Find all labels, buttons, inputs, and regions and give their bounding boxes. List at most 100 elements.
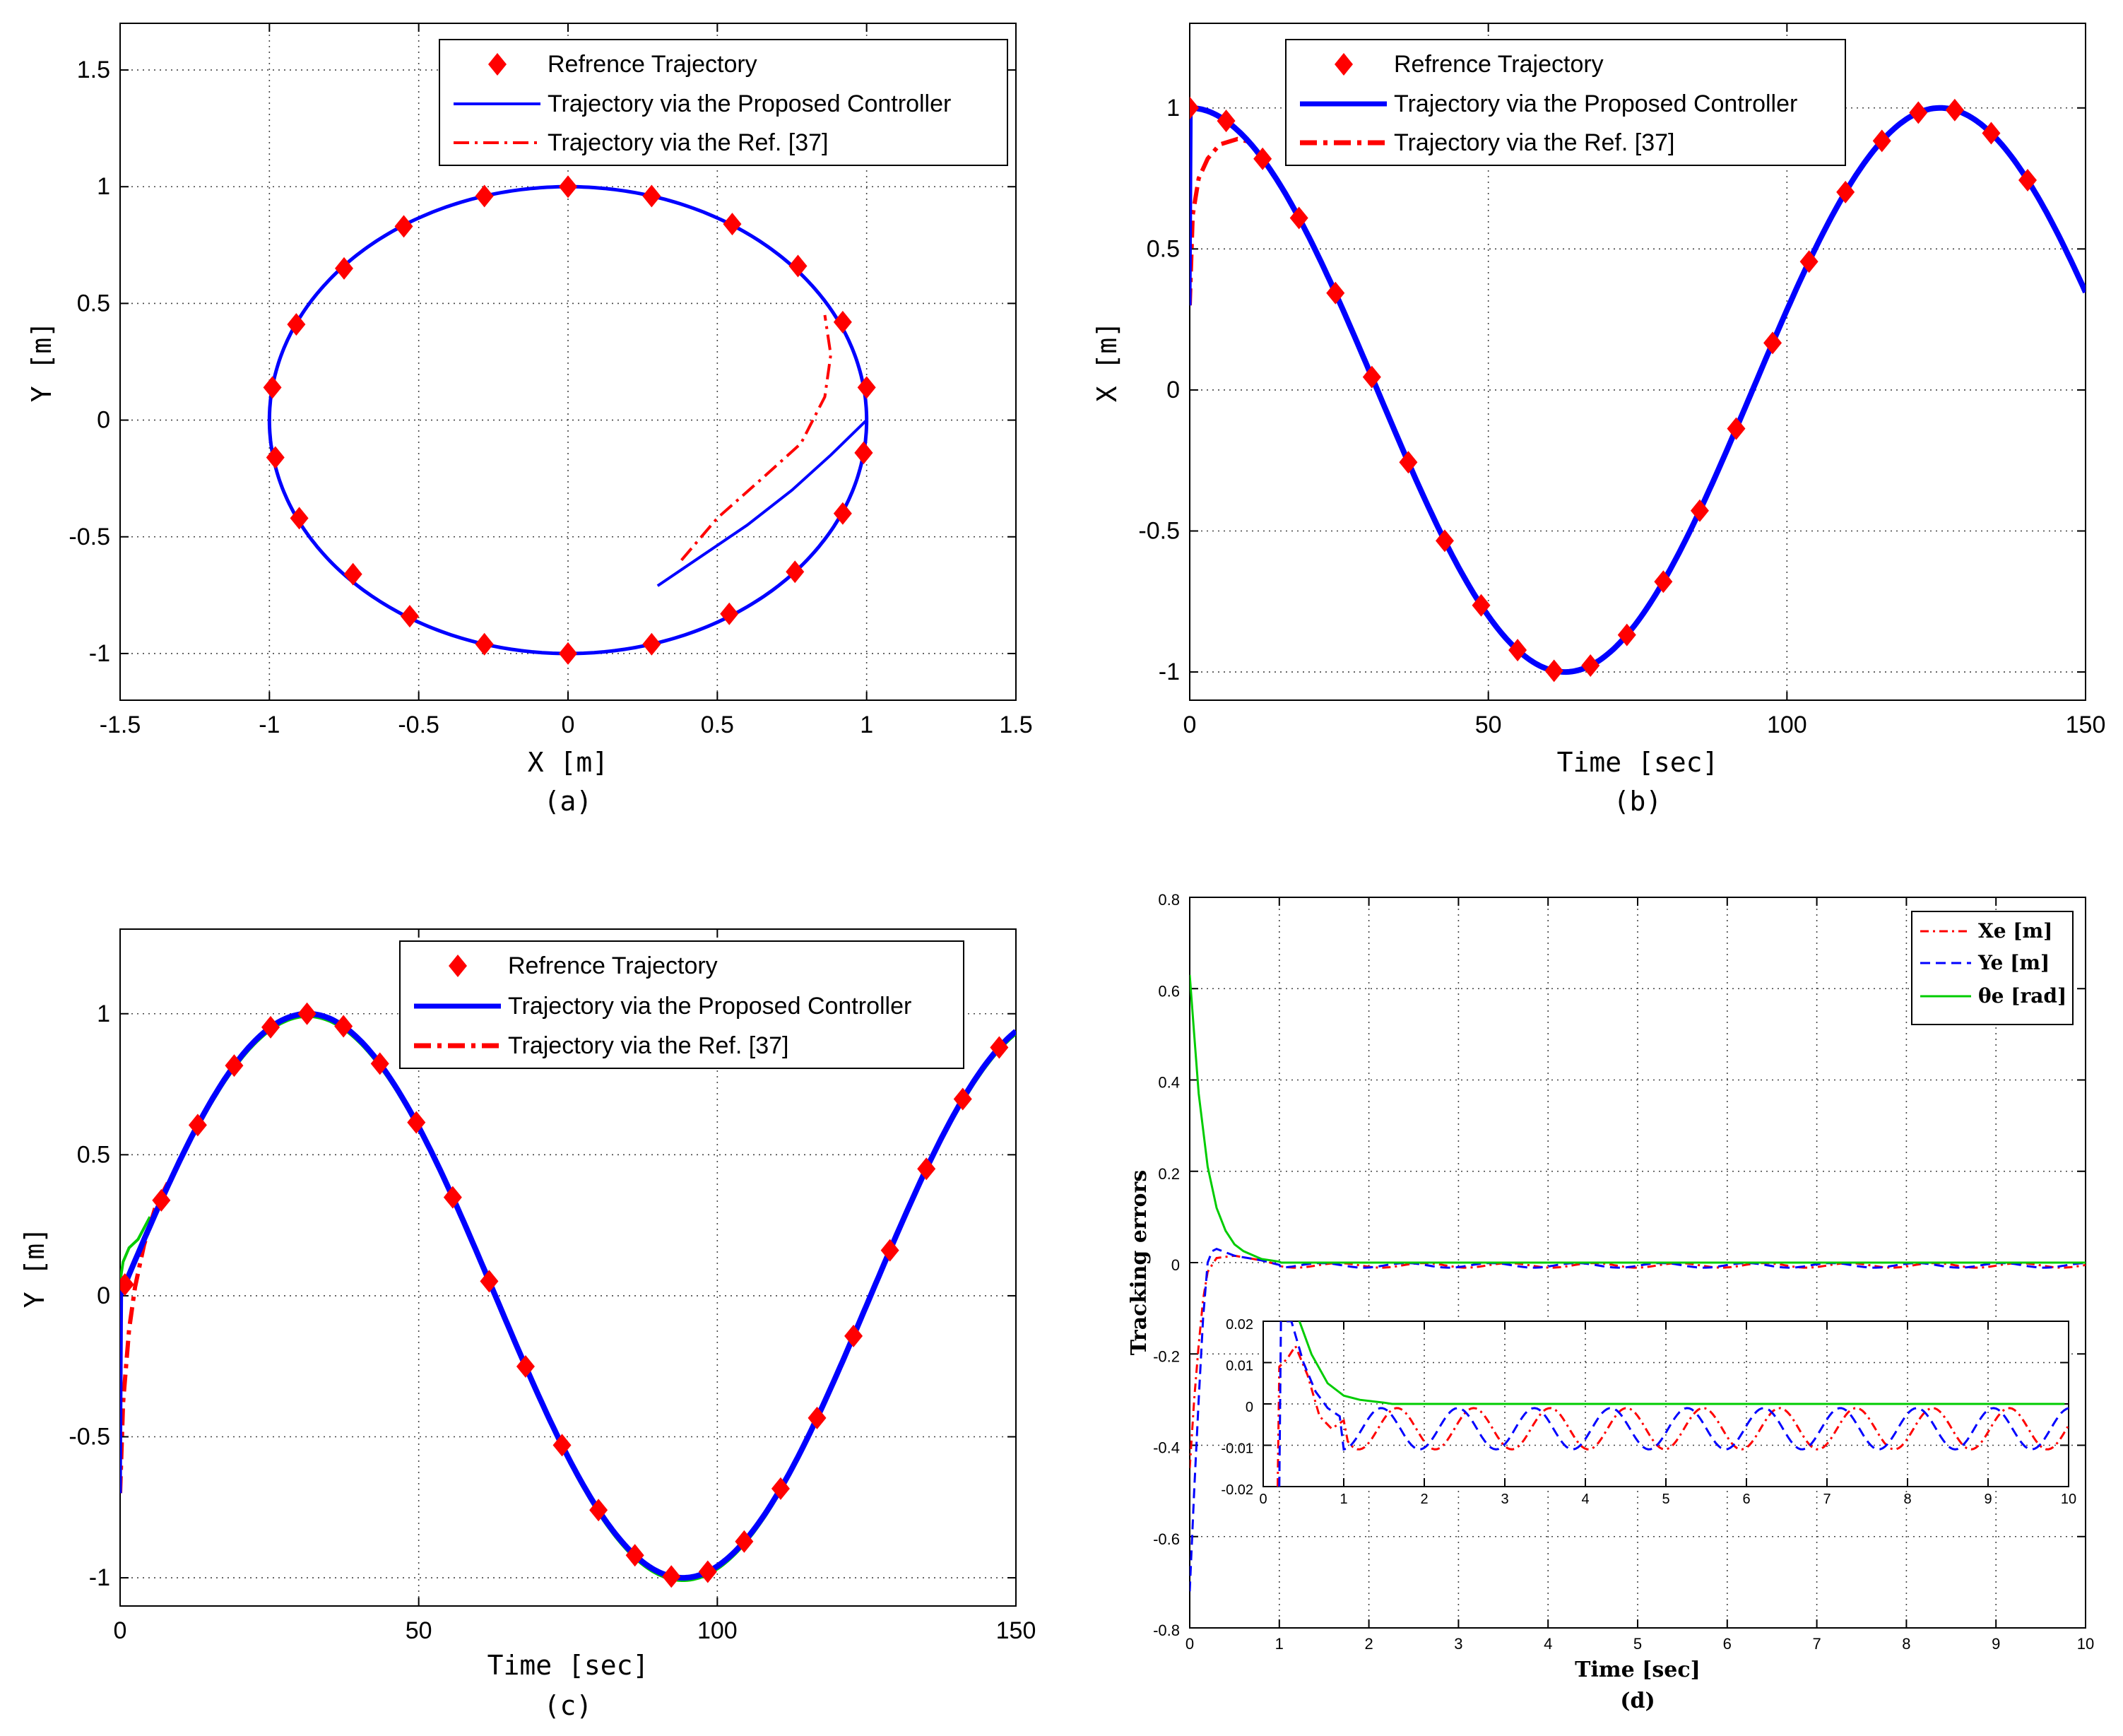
tick-label-x: 8 [1902, 1635, 1910, 1653]
ylabel-c: Y [m] [19, 1227, 50, 1308]
reference-marker [833, 310, 852, 333]
ref37-transient-line [120, 1181, 170, 1494]
reference-marker [1654, 570, 1673, 594]
reference-marker [854, 441, 873, 464]
reference-marker [1982, 122, 2001, 145]
series-ref37-a [680, 314, 832, 562]
tick-label-x: 150 [996, 1617, 1036, 1644]
series-ref37-b [1190, 136, 1250, 306]
tick-label-x: 9 [1992, 1635, 2000, 1653]
ref37-transient-line [1190, 136, 1250, 306]
tick-label-x: 0 [114, 1617, 127, 1644]
legend-b-label-3: Trajectory via the Ref. [37] [1394, 129, 1674, 156]
ylabel-d: Tracking errors [1127, 1170, 1152, 1355]
tick-label-y: -0.8 [1153, 1622, 1180, 1639]
xlabel-c: Time [sec] [487, 1650, 649, 1681]
reference-marker [225, 1054, 244, 1077]
tick-label-y: 0 [1166, 377, 1180, 403]
panel-b: 0 50 100 150 -1 -0.5 0 0.5 1 Time [sec] X [m] (b… [1092, 23, 2105, 817]
proposed-circle-line [267, 184, 869, 656]
reference-marker [735, 1530, 754, 1553]
reference-marker [443, 1186, 462, 1209]
reference-marker [120, 1273, 134, 1296]
series-green-c [120, 1015, 1016, 1582]
reference-marker [559, 642, 577, 665]
reference-marker [642, 632, 661, 656]
tick-label-x: 1 [1275, 1635, 1284, 1653]
inset-xe-line [1277, 1343, 2069, 1487]
tick-label-y: -0.2 [1153, 1347, 1180, 1365]
tick-label-x: 10 [2061, 1492, 2076, 1507]
reference-marker [1217, 110, 1236, 133]
xlabel-b: Time [sec] [1557, 747, 1719, 778]
reference-marker [917, 1157, 936, 1181]
tick-label-x: -1.5 [100, 711, 141, 738]
tick-label-x: 1 [1340, 1492, 1347, 1507]
reference-marker [857, 376, 876, 399]
proposed-transient-line [656, 419, 868, 587]
green-transient-line [120, 1216, 152, 1282]
reference-marker [559, 175, 577, 199]
ticks-a: -1.5 -1 -0.5 0 0.5 1 1.5 -1 -0.5 0 0.5 1 1.5 [69, 23, 1033, 738]
legend-c-ref-marker [449, 955, 467, 977]
tick-label-x: 10 [2077, 1635, 2094, 1653]
reference-marker [287, 313, 306, 336]
panel-d: 0 1 2 3 4 5 6 7 8 9 10-0.8-0.6-0.4-0.200.20.40.60.… [1127, 891, 2094, 1713]
tick-label-y: 0 [97, 1282, 110, 1309]
reference-marker [188, 1114, 207, 1137]
tick-label-x: 50 [1475, 711, 1502, 738]
legend-d-label-2: Ye [m] [1977, 951, 2050, 974]
inset-d: 0 1 2 3 4 5 6 7 8 9 10 -0.02 -0.01 0 0.01 0.02 [1221, 1317, 2076, 1507]
tick-label-y: -1 [89, 1564, 110, 1591]
inset-series [1277, 1321, 2069, 1487]
proposed-transient-line [1190, 106, 1196, 306]
reference-marker [261, 1015, 280, 1039]
reference-marker [335, 256, 353, 280]
tick-label-y: -0.5 [69, 524, 110, 550]
legend-c-label-3: Trajectory via the Ref. [37] [508, 1032, 788, 1059]
reference-marker [1190, 96, 1199, 119]
legend-b-label-2: Trajectory via the Proposed Controller [1394, 90, 1797, 117]
tick-label-x: 6 [1742, 1492, 1750, 1507]
ticks-c: 0 50 100 150 -1 -0.5 0 0.5 1 [69, 929, 1036, 1644]
reference-marker [1727, 417, 1746, 440]
tick-label-x: 5 [1662, 1492, 1669, 1507]
reference-marker [1508, 639, 1527, 662]
reference-marker [263, 376, 282, 399]
legend-a: Refrence Trajectory Trajectory via the P… [439, 39, 1008, 166]
reference-marker [1872, 129, 1891, 153]
tick-label-y: -0.01 [1221, 1441, 1253, 1457]
tick-label-x: 150 [2066, 711, 2106, 738]
tick-label-x: 7 [1823, 1492, 1831, 1507]
tick-label-x: -0.5 [398, 711, 439, 738]
tick-label-y: 1 [97, 1000, 110, 1027]
reference-marker [475, 184, 494, 208]
legend-b-ref-marker [1335, 53, 1353, 76]
tick-label-y: 1.5 [77, 57, 110, 83]
reference-marker [297, 1002, 317, 1025]
series-reference-b [1190, 96, 2038, 683]
tick-label-y: 0.5 [77, 290, 110, 317]
reference-marker [953, 1087, 972, 1111]
reference-marker [698, 1560, 717, 1583]
tick-label-y: -0.02 [1221, 1482, 1253, 1498]
series-proposed-a [267, 184, 869, 656]
green-line [120, 1015, 1016, 1582]
inset-ye-line [1278, 1321, 2069, 1487]
tick-label-x: 6 [1723, 1635, 1732, 1653]
reference-marker [290, 507, 309, 530]
reference-marker [771, 1477, 790, 1500]
tick-label-y: -0.5 [69, 1424, 110, 1451]
reference-marker [1399, 451, 1418, 474]
tick-label-x: 3 [1501, 1492, 1508, 1507]
legend-b-label-1: Refrence Trajectory [1394, 51, 1604, 78]
tick-label-x: 0 [1185, 1635, 1194, 1653]
reference-marker [334, 1015, 353, 1038]
tick-label-x: 50 [406, 1617, 432, 1644]
tick-label-y: 0.8 [1158, 891, 1180, 909]
panel-c: 0 50 100 150 -1 -0.5 0 0.5 1 Time [sec] Y [m] (c… [19, 928, 1036, 1721]
tick-label-x: 8 [1903, 1492, 1911, 1507]
reference-marker [400, 605, 419, 628]
tick-label-x: 7 [1812, 1635, 1821, 1653]
